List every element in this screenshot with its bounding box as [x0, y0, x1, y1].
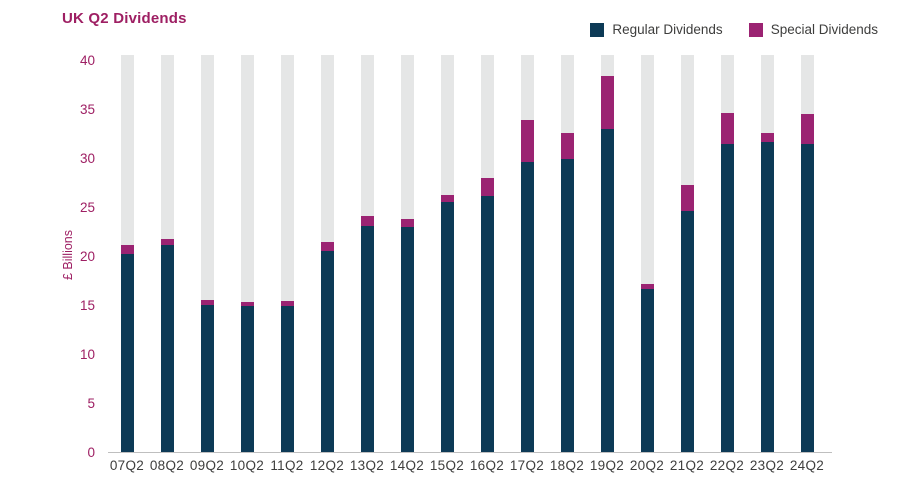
bar-segment-special	[720, 112, 734, 145]
y-tick-label: 5	[87, 396, 95, 411]
bar-segment-special	[640, 284, 654, 290]
bar-segment-regular	[520, 161, 534, 452]
bar-segment-regular	[600, 128, 614, 452]
bar-segment-regular	[120, 254, 134, 452]
regular-dividends-swatch-icon	[590, 22, 605, 37]
bar-segment-special	[280, 301, 294, 306]
y-tick-label: 30	[79, 151, 95, 166]
bar-segment-special	[760, 132, 774, 143]
x-tick-label: 21Q2	[669, 458, 705, 473]
legend-label-special: Special Dividends	[770, 22, 878, 37]
x-tick-label: 15Q2	[429, 458, 465, 473]
bar-segment-special	[400, 218, 414, 227]
legend-item-regular: Regular Dividends	[590, 22, 723, 37]
bar-segment-special	[600, 75, 614, 129]
chart-title: UK Q2 Dividends	[62, 10, 187, 27]
bar-segment-regular	[320, 251, 334, 452]
bar-segment-regular	[640, 289, 654, 452]
bar-segment-special	[440, 195, 454, 203]
y-tick-label: 40	[79, 53, 95, 68]
x-tick-label: 23Q2	[749, 458, 785, 473]
bar-segment-special	[160, 239, 174, 246]
y-tick-label: 0	[87, 445, 95, 460]
bar-segment-special	[480, 177, 494, 197]
bar-segment-regular	[680, 210, 694, 452]
x-tick-label: 18Q2	[549, 458, 585, 473]
bar-segment-regular	[800, 144, 814, 452]
bar-segment-regular	[480, 196, 494, 452]
bar-segment-regular	[240, 305, 254, 452]
x-tick-label: 22Q2	[709, 458, 745, 473]
bar-segment-special	[560, 132, 574, 159]
bar-segment-special	[680, 185, 694, 211]
bar-segment-regular	[720, 144, 734, 452]
bar-segment-regular	[400, 226, 414, 452]
bar-segment-regular	[560, 158, 574, 452]
x-tick-label: 17Q2	[509, 458, 545, 473]
special-dividends-swatch-icon	[748, 22, 763, 37]
bar-segment-regular	[200, 305, 214, 452]
bar-segment-regular	[160, 245, 174, 452]
bar-segment-special	[120, 245, 134, 255]
x-tick-label: 24Q2	[789, 458, 825, 473]
x-axis-line	[108, 452, 832, 453]
x-tick-label: 20Q2	[629, 458, 665, 473]
x-tick-label: 10Q2	[229, 458, 265, 473]
y-tick-label: 35	[79, 102, 95, 117]
x-tick-label: 16Q2	[469, 458, 505, 473]
bar-segment-regular	[760, 142, 774, 452]
bar-segment-special	[240, 302, 254, 306]
legend-label-regular: Regular Dividends	[612, 22, 723, 37]
x-tick-label: 12Q2	[309, 458, 345, 473]
legend-item-special: Special Dividends	[748, 22, 878, 37]
bar-segment-regular	[280, 305, 294, 452]
bar-segment-special	[520, 119, 534, 162]
bar-segment-special	[800, 113, 814, 145]
bar-segment-special	[360, 215, 374, 226]
y-tick-label: 15	[79, 298, 95, 313]
x-tick-label: 11Q2	[270, 458, 304, 473]
bar-segment-regular	[440, 202, 454, 452]
x-tick-label: 08Q2	[149, 458, 185, 473]
bar-segment-special	[320, 242, 334, 252]
bar-segment-regular	[360, 225, 374, 452]
x-tick-label: 13Q2	[349, 458, 385, 473]
x-tick-label: 09Q2	[189, 458, 225, 473]
legend: Regular Dividends Special Dividends	[590, 22, 878, 37]
x-tick-label: 14Q2	[389, 458, 425, 473]
bar-segment-special	[200, 300, 214, 305]
y-tick-label: 25	[79, 200, 95, 215]
x-tick-label: 19Q2	[589, 458, 625, 473]
y-tick-label: 20	[79, 249, 95, 264]
x-tick-label: 07Q2	[109, 458, 145, 473]
y-tick-label: 10	[79, 347, 95, 362]
